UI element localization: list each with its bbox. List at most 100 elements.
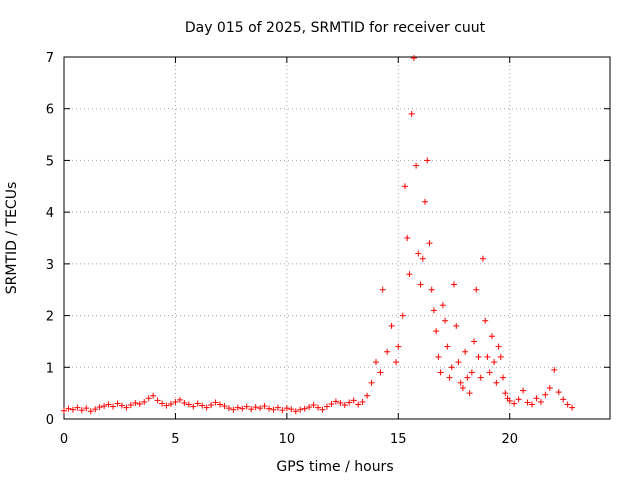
data-point <box>384 348 391 355</box>
data-point <box>564 401 571 408</box>
data-point <box>477 374 484 381</box>
data-point <box>92 406 99 413</box>
data-point <box>159 400 166 407</box>
data-point <box>373 359 379 366</box>
data-point <box>252 404 259 411</box>
data-point <box>493 379 500 386</box>
data-point <box>234 404 241 411</box>
data-point <box>283 405 290 412</box>
data-point <box>190 403 197 410</box>
data-point <box>114 400 121 407</box>
data-point <box>105 401 112 408</box>
x-tick-label: 10 <box>279 432 296 447</box>
data-point <box>453 322 460 329</box>
data-point <box>529 401 535 408</box>
data-point <box>315 404 322 411</box>
data-point <box>451 281 457 288</box>
data-point <box>422 198 429 205</box>
data-point <box>346 399 353 406</box>
data-point <box>332 398 339 405</box>
y-tick-label: 1 <box>46 361 54 376</box>
data-point <box>546 384 553 391</box>
data-point <box>118 402 125 409</box>
data-point <box>270 406 277 413</box>
data-point <box>310 402 317 409</box>
data-point <box>430 307 437 314</box>
data-point <box>203 404 210 411</box>
data-point <box>127 402 134 409</box>
data-point <box>274 404 281 411</box>
data-point <box>101 403 108 410</box>
data-point <box>341 402 348 409</box>
data-point <box>279 407 286 414</box>
data-point <box>497 353 504 360</box>
data-point <box>520 387 527 394</box>
data-point <box>359 398 366 405</box>
data-point <box>500 374 507 381</box>
data-point <box>488 333 495 340</box>
data-point <box>257 405 264 412</box>
data-point <box>217 401 223 408</box>
data-point <box>455 359 462 366</box>
data-point <box>150 392 157 399</box>
data-point <box>65 405 72 412</box>
data-point <box>486 369 493 376</box>
data-point <box>462 348 469 355</box>
data-point <box>424 157 431 164</box>
data-point <box>475 353 482 360</box>
data-point <box>154 397 161 404</box>
data-point <box>437 369 444 376</box>
data-point <box>212 399 219 406</box>
data-point <box>199 402 206 409</box>
data-point <box>319 406 326 413</box>
data-point <box>230 406 237 413</box>
data-point <box>404 235 411 241</box>
y-tick-label: 4 <box>46 206 54 221</box>
data-point <box>555 389 562 396</box>
data-point <box>560 396 567 403</box>
data-point <box>395 343 402 350</box>
data-point <box>388 322 395 329</box>
data-point <box>243 403 250 410</box>
data-point <box>537 398 544 405</box>
data-point <box>399 312 406 319</box>
data-point <box>459 384 466 391</box>
chart-title: Day 015 of 2025, SRMTID for receiver cuu… <box>185 20 486 36</box>
data-point <box>406 271 413 278</box>
data-point <box>435 353 442 360</box>
data-point <box>439 302 446 309</box>
x-tick-label: 0 <box>60 432 68 447</box>
data-point <box>466 390 473 397</box>
data-point <box>337 399 344 406</box>
y-tick-label: 7 <box>46 51 54 66</box>
data-point <box>328 401 335 408</box>
data-point <box>417 281 424 288</box>
data-point <box>266 405 273 412</box>
data-point <box>364 392 371 399</box>
data-points-layer <box>61 55 576 415</box>
data-point <box>306 404 313 411</box>
data-point <box>401 183 408 190</box>
data-point <box>569 404 576 411</box>
x-tick-label: 5 <box>171 432 179 447</box>
data-point <box>96 404 103 411</box>
data-point <box>484 353 491 360</box>
data-point <box>479 255 486 262</box>
data-point <box>323 403 330 410</box>
data-point <box>515 396 522 403</box>
data-point <box>288 406 295 413</box>
data-point <box>457 379 464 386</box>
data-point <box>167 401 174 408</box>
data-point <box>172 398 179 405</box>
data-point <box>350 397 357 404</box>
data-point <box>524 399 531 406</box>
data-point <box>248 406 255 413</box>
data-point <box>163 402 170 409</box>
data-point <box>410 55 417 62</box>
data-point <box>542 391 549 398</box>
data-point <box>221 403 228 410</box>
data-point <box>368 379 375 386</box>
data-point <box>301 405 308 412</box>
data-point <box>194 400 201 407</box>
